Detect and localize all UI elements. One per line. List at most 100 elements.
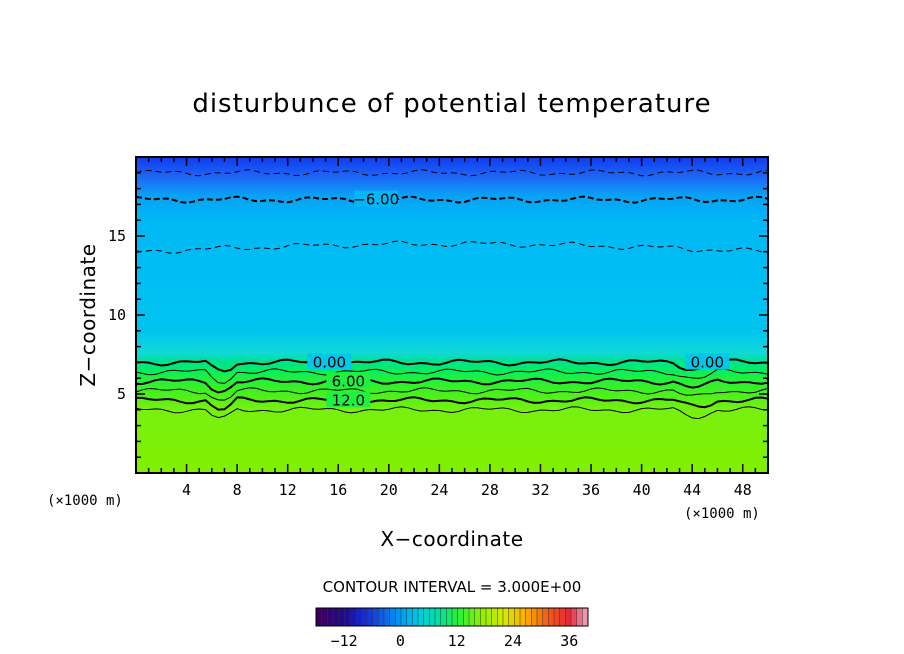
contour-12 xyxy=(136,396,768,411)
colorbar-swatch xyxy=(474,608,481,626)
colorbar-swatch xyxy=(531,608,538,626)
x-unit-label: (×1000 m) xyxy=(684,506,760,522)
colorbar-swatch xyxy=(463,608,470,626)
colorbar-swatch xyxy=(514,608,521,626)
colorbar-swatch xyxy=(554,608,561,626)
colorbar-swatch xyxy=(525,608,532,626)
x-tick-label: 44 xyxy=(683,481,701,499)
colorbar: −12 0 12 24 36 xyxy=(315,607,589,650)
colorbar-swatch xyxy=(446,608,453,626)
x-tick-label: 32 xyxy=(531,481,549,499)
colorbar-swatch xyxy=(457,608,464,626)
contour-15 xyxy=(136,406,768,420)
colorbar-swatch xyxy=(378,608,385,626)
contour-minus3 xyxy=(136,240,768,255)
contour-lines xyxy=(136,169,768,420)
colorbar-tick-label: 24 xyxy=(504,632,522,650)
contour-label-bg xyxy=(326,372,371,389)
contour-label-bg xyxy=(685,353,730,370)
colorbar-swatch xyxy=(582,608,589,626)
x-tick-label: 12 xyxy=(279,481,297,499)
colorbar-tick-label: 0 xyxy=(396,632,405,650)
colorbar-frame xyxy=(315,607,589,627)
colorbar-swatch xyxy=(367,608,374,626)
colorbar-swatch xyxy=(469,608,476,626)
colorbar-swatch xyxy=(435,608,442,626)
colorbar-swatch xyxy=(333,608,340,626)
colorbar-swatch xyxy=(548,608,555,626)
colorbar-swatch xyxy=(542,608,549,626)
field-background xyxy=(136,157,768,473)
colorbar-swatch xyxy=(327,608,334,626)
colorbar-swatch xyxy=(401,608,408,626)
colorbar-swatch xyxy=(406,608,413,626)
colorbar-swatch xyxy=(321,608,328,626)
colorbar-tick-label: −12 xyxy=(331,632,358,650)
contour-label-bg xyxy=(307,353,352,370)
contour-zero xyxy=(136,358,768,373)
x-tick-label: 8 xyxy=(233,481,242,499)
contour-label-bg xyxy=(326,391,371,408)
colorbar-swatch xyxy=(508,608,515,626)
colorbar-swatch xyxy=(565,608,572,626)
y-axis: 5 10 15 xyxy=(108,172,768,458)
colorbar-swatch xyxy=(344,608,351,626)
y-unit-label: (×1000 m) xyxy=(47,493,123,509)
colorbar-swatch xyxy=(497,608,504,626)
y-tick-label: 10 xyxy=(108,306,126,324)
x-tick-label: 28 xyxy=(481,481,499,499)
x-tick-label: 20 xyxy=(380,481,398,499)
contour-label: 0.00 xyxy=(313,353,346,371)
colorbar-swatch xyxy=(412,608,419,626)
x-tick-label: 48 xyxy=(734,481,752,499)
chart-title: disturbunce of potential temperature xyxy=(192,89,711,119)
colorbar-swatch xyxy=(486,608,493,626)
contour-label: −6.00 xyxy=(353,191,399,209)
contour-minus6 xyxy=(136,195,768,204)
colorbar-swatch xyxy=(559,608,566,626)
x-tick-label: 24 xyxy=(430,481,448,499)
colorbar-tick-label: 12 xyxy=(448,632,466,650)
colorbar-swatch xyxy=(537,608,544,626)
contour-interval-note: CONTOUR INTERVAL = 3.000E+00 xyxy=(323,578,582,596)
colorbar-swatch xyxy=(395,608,402,626)
colorbar-swatch xyxy=(503,608,510,626)
colorbar-swatch xyxy=(491,608,498,626)
contour-6 xyxy=(136,377,768,394)
colorbar-swatch xyxy=(350,608,357,626)
contour-label-bg xyxy=(354,190,399,207)
colorbar-swatch xyxy=(571,608,578,626)
colorbar-swatch xyxy=(480,608,487,626)
x-tick-label: 36 xyxy=(582,481,600,499)
x-tick-label: 16 xyxy=(329,481,347,499)
colorbar-swatch xyxy=(389,608,396,626)
contour-label: 0.00 xyxy=(691,353,724,371)
colorbar-swatch xyxy=(316,608,323,626)
colorbar-swatch xyxy=(429,608,436,626)
colorbar-swatch xyxy=(361,608,368,626)
colorbar-swatch xyxy=(440,608,447,626)
x-axis: 4 8 12 16 20 24 28 32 36 40 44 48 xyxy=(147,157,757,499)
x-tick-label: 4 xyxy=(182,481,191,499)
colorbar-swatch xyxy=(372,608,379,626)
contour-3 xyxy=(136,368,768,384)
y-axis-label: Z−coordinate xyxy=(76,243,100,386)
contour-9 xyxy=(136,387,768,401)
y-tick-label: 5 xyxy=(117,385,126,403)
colorbar-swatch xyxy=(576,608,583,626)
colorbar-swatch xyxy=(423,608,430,626)
colorbar-swatch xyxy=(520,608,527,626)
contour-label: 12.0 xyxy=(332,391,365,409)
x-tick-label: 40 xyxy=(633,481,651,499)
x-axis-label: X−coordinate xyxy=(380,527,523,551)
colorbar-swatch xyxy=(452,608,459,626)
y-tick-label: 15 xyxy=(108,227,126,245)
colorbar-swatch xyxy=(338,608,345,626)
colorbar-tick-label: 36 xyxy=(560,632,578,650)
contour-minus9 xyxy=(136,169,768,177)
plot-area xyxy=(136,157,768,473)
colorbar-swatch xyxy=(384,608,391,626)
contour-label: 6.00 xyxy=(332,372,365,390)
